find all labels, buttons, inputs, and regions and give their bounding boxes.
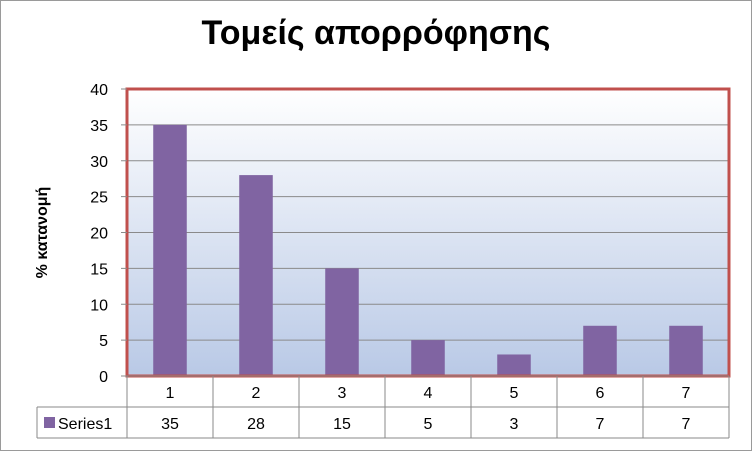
y-tick-label: 15 bbox=[90, 261, 108, 278]
bar bbox=[239, 175, 273, 376]
bar bbox=[325, 268, 359, 376]
data-label: 15 bbox=[333, 416, 351, 433]
x-tick-label: 3 bbox=[338, 385, 347, 402]
data-label: 7 bbox=[682, 416, 691, 433]
y-tick-label: 40 bbox=[90, 82, 108, 99]
x-tick-label: 1 bbox=[166, 385, 175, 402]
data-label: 5 bbox=[424, 416, 433, 433]
bar bbox=[583, 325, 617, 376]
bar bbox=[153, 124, 187, 376]
data-label: 28 bbox=[247, 416, 265, 433]
bar bbox=[411, 340, 445, 376]
y-tick-label: 10 bbox=[90, 297, 108, 314]
data-label: 3 bbox=[510, 416, 519, 433]
y-tick-label: 35 bbox=[90, 118, 108, 135]
legend-key bbox=[44, 417, 55, 428]
y-tick-label: 25 bbox=[90, 190, 108, 207]
x-tick-label: 7 bbox=[682, 385, 691, 402]
y-tick-label: 5 bbox=[99, 333, 108, 350]
legend-label: Series1 bbox=[58, 416, 112, 433]
x-tick-label: 5 bbox=[510, 385, 519, 402]
bar bbox=[669, 325, 703, 376]
y-axis-title: % κατανομή bbox=[34, 187, 51, 279]
data-label: 7 bbox=[596, 416, 605, 433]
x-tick-label: 4 bbox=[424, 385, 433, 402]
bar bbox=[497, 354, 531, 376]
chart-title: Τομείς απορρόφησης bbox=[201, 14, 551, 52]
y-tick-label: 30 bbox=[90, 154, 108, 171]
x-tick-label: 6 bbox=[596, 385, 605, 402]
y-tick-label: 20 bbox=[90, 226, 108, 243]
x-tick-label: 2 bbox=[252, 385, 261, 402]
data-label: 35 bbox=[161, 416, 179, 433]
y-tick-label: 0 bbox=[99, 369, 108, 386]
